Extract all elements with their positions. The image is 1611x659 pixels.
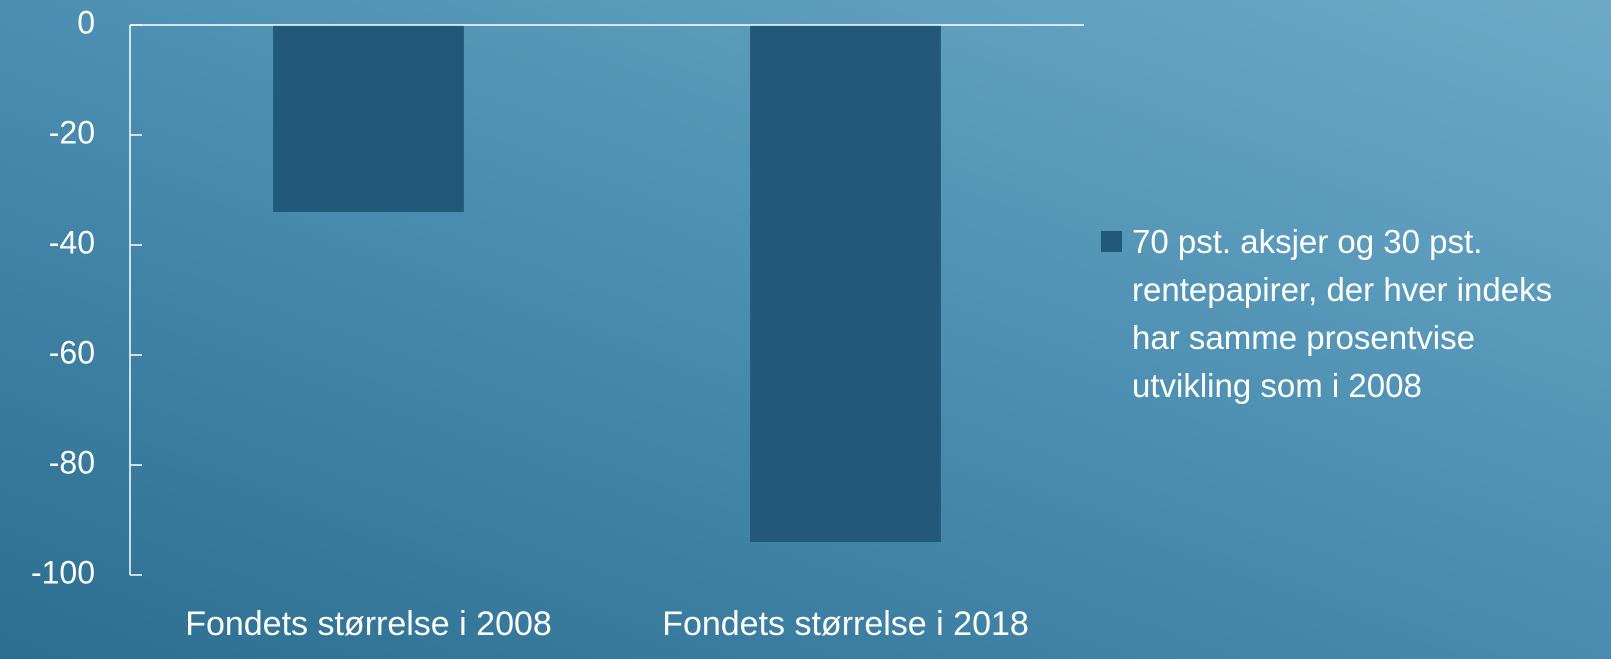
bar [750, 25, 941, 542]
y-tick-label: -60 [49, 334, 95, 370]
y-tick-label: -100 [31, 554, 95, 590]
x-tick-label: Fondets størrelse i 2008 [185, 605, 552, 643]
legend: 70 pst. aksjer og 30 pst. rentepapirer, … [1101, 218, 1571, 410]
y-tick-label: -40 [49, 224, 95, 260]
legend-label: 70 pst. aksjer og 30 pst. rentepapirer, … [1132, 223, 1553, 404]
legend-swatch [1101, 231, 1122, 252]
y-tick-label: -20 [49, 114, 95, 150]
y-tick-label: 0 [77, 4, 95, 40]
bar [273, 25, 464, 212]
y-tick-label: -80 [49, 444, 95, 480]
x-tick-label: Fondets størrelse i 2018 [662, 605, 1029, 643]
